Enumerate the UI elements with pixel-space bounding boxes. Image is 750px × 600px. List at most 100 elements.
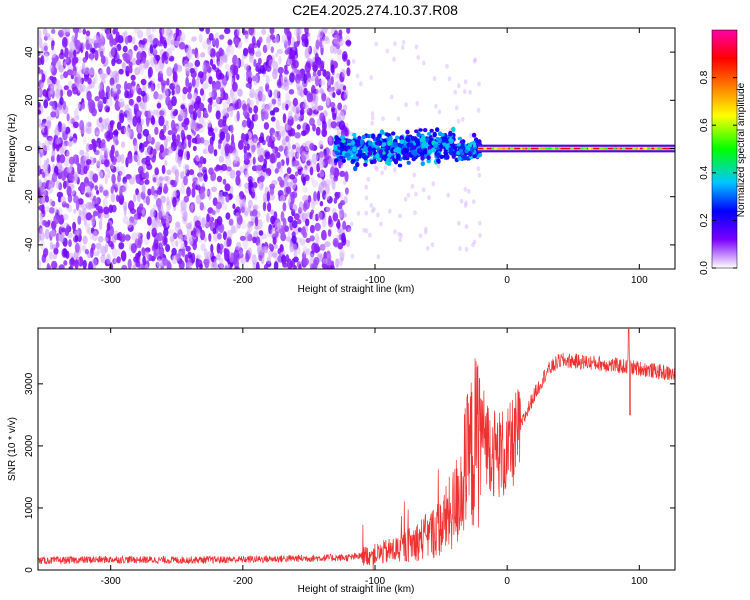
noise-blob bbox=[332, 212, 339, 222]
noise-blob bbox=[49, 75, 54, 81]
noise-blob bbox=[316, 87, 320, 95]
noise-blob bbox=[151, 28, 156, 33]
noise-blob bbox=[315, 126, 321, 136]
noise-blob bbox=[102, 197, 108, 209]
noise-blob bbox=[155, 54, 161, 62]
noise-blob bbox=[393, 167, 397, 173]
transition-blob bbox=[411, 149, 416, 155]
noise-blob bbox=[275, 119, 280, 131]
noise-blob bbox=[317, 105, 324, 111]
noise-blob bbox=[48, 173, 53, 181]
noise-blob bbox=[225, 212, 231, 220]
noise-blob bbox=[137, 239, 142, 249]
noise-blob bbox=[296, 219, 302, 225]
snr-line bbox=[38, 328, 675, 570]
transition-blob bbox=[424, 142, 429, 149]
transition-blob bbox=[342, 144, 347, 151]
carrier-blob bbox=[656, 147, 661, 150]
noise-blob bbox=[194, 59, 201, 67]
y-tick-label: -20 bbox=[24, 189, 35, 204]
noise-blob bbox=[257, 40, 261, 49]
noise-blob bbox=[336, 218, 341, 230]
x-tick-label: 0 bbox=[504, 576, 510, 587]
noise-blob bbox=[129, 65, 133, 74]
noise-blob bbox=[290, 193, 295, 205]
noise-blob bbox=[269, 153, 276, 164]
noise-blob bbox=[163, 124, 167, 133]
noise-blob bbox=[275, 231, 279, 238]
noise-blob bbox=[293, 256, 299, 263]
noise-blob bbox=[247, 132, 253, 140]
transition-blob bbox=[393, 148, 398, 153]
noise-blob bbox=[299, 108, 305, 116]
noise-blob bbox=[476, 166, 481, 172]
noise-blob bbox=[191, 77, 196, 87]
noise-blob bbox=[478, 220, 482, 226]
noise-blob bbox=[283, 73, 288, 81]
noise-blob bbox=[91, 258, 98, 267]
noise-blob bbox=[273, 244, 278, 250]
noise-blob bbox=[293, 160, 300, 167]
noise-blob bbox=[146, 231, 151, 240]
noise-blob bbox=[136, 192, 141, 203]
carrier-blob bbox=[510, 147, 515, 150]
noise-blob bbox=[291, 204, 298, 212]
noise-blob bbox=[111, 173, 116, 184]
noise-blob bbox=[281, 82, 286, 90]
transition-blob bbox=[415, 142, 421, 146]
noise-blob bbox=[257, 242, 263, 253]
noise-blob bbox=[388, 208, 392, 214]
noise-blob bbox=[344, 122, 349, 128]
noise-blob bbox=[319, 170, 325, 178]
noise-blob bbox=[297, 246, 301, 255]
carrier-blob bbox=[527, 147, 531, 150]
noise-blob bbox=[257, 148, 262, 158]
noise-blob bbox=[333, 197, 338, 204]
noise-blob bbox=[120, 250, 127, 262]
noise-blob bbox=[390, 94, 394, 100]
noise-blob bbox=[222, 231, 227, 241]
noise-blob bbox=[208, 233, 212, 242]
transition-blob bbox=[471, 132, 477, 138]
noise-blob bbox=[116, 121, 122, 131]
noise-blob bbox=[318, 140, 324, 148]
noise-blob bbox=[327, 256, 332, 267]
noise-blob bbox=[277, 66, 284, 74]
noise-blob bbox=[238, 140, 244, 150]
noise-blob bbox=[269, 209, 275, 215]
noise-blob bbox=[333, 73, 339, 81]
transition-blob bbox=[438, 144, 444, 148]
noise-blob bbox=[87, 98, 94, 108]
noise-blob bbox=[393, 41, 397, 47]
noise-blob bbox=[218, 257, 224, 269]
noise-blob bbox=[196, 53, 200, 60]
noise-blob bbox=[159, 64, 164, 74]
noise-blob bbox=[99, 51, 104, 58]
noise-blob bbox=[142, 128, 149, 137]
noise-blob bbox=[319, 112, 325, 122]
noise-blob bbox=[324, 71, 331, 80]
noise-blob bbox=[294, 171, 299, 177]
noise-blob bbox=[319, 79, 326, 86]
noise-blob bbox=[434, 103, 438, 109]
noise-blob bbox=[248, 199, 253, 208]
noise-blob bbox=[478, 233, 482, 238]
noise-blob bbox=[254, 113, 259, 121]
y-tick-label: 1000 bbox=[24, 496, 35, 519]
noise-blob bbox=[273, 89, 280, 99]
noise-blob bbox=[247, 76, 253, 85]
noise-blob bbox=[144, 179, 150, 185]
noise-blob bbox=[344, 171, 349, 183]
transition-blob bbox=[363, 162, 368, 167]
transition-blob bbox=[415, 138, 420, 143]
noise-blob bbox=[341, 232, 346, 243]
noise-blob bbox=[55, 180, 60, 189]
noise-blob bbox=[74, 39, 82, 50]
noise-blob bbox=[135, 252, 140, 261]
y-tick-label: 20 bbox=[24, 94, 35, 106]
noise-blob bbox=[285, 103, 289, 111]
noise-blob bbox=[63, 260, 68, 266]
x-tick-label: -200 bbox=[233, 275, 253, 286]
noise-blob bbox=[94, 73, 98, 84]
noise-blob bbox=[217, 60, 223, 68]
